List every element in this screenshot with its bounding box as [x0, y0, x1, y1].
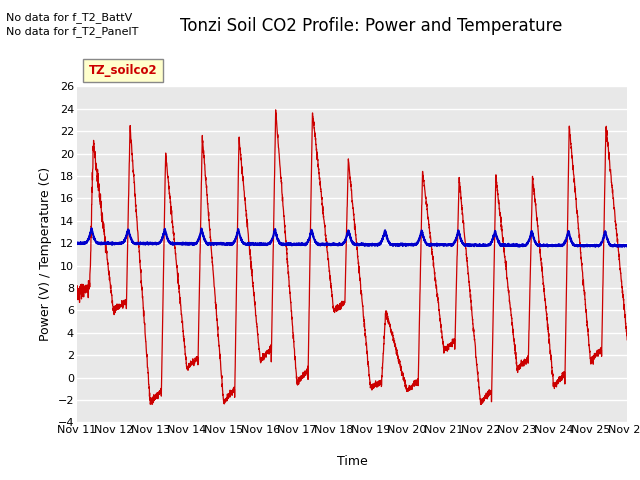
Text: TZ_soilco2: TZ_soilco2 [89, 63, 157, 77]
Text: Tonzi Soil CO2 Profile: Power and Temperature: Tonzi Soil CO2 Profile: Power and Temper… [180, 17, 563, 35]
Text: No data for f_T2_PanelT: No data for f_T2_PanelT [6, 26, 139, 37]
X-axis label: Time: Time [337, 455, 367, 468]
Y-axis label: Power (V) / Temperature (C): Power (V) / Temperature (C) [39, 168, 52, 341]
Text: No data for f_T2_BattV: No data for f_T2_BattV [6, 12, 132, 23]
